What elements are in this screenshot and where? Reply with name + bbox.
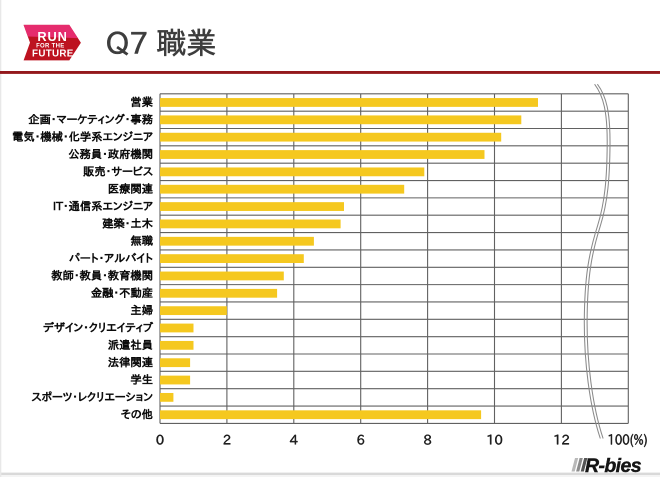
svg-text:FOR THE: FOR THE — [36, 44, 64, 50]
svg-text:FUTURE: FUTURE — [32, 49, 74, 60]
svg-text:R-bies: R-bies — [585, 455, 642, 477]
svg-text:RUN: RUN — [37, 29, 67, 44]
